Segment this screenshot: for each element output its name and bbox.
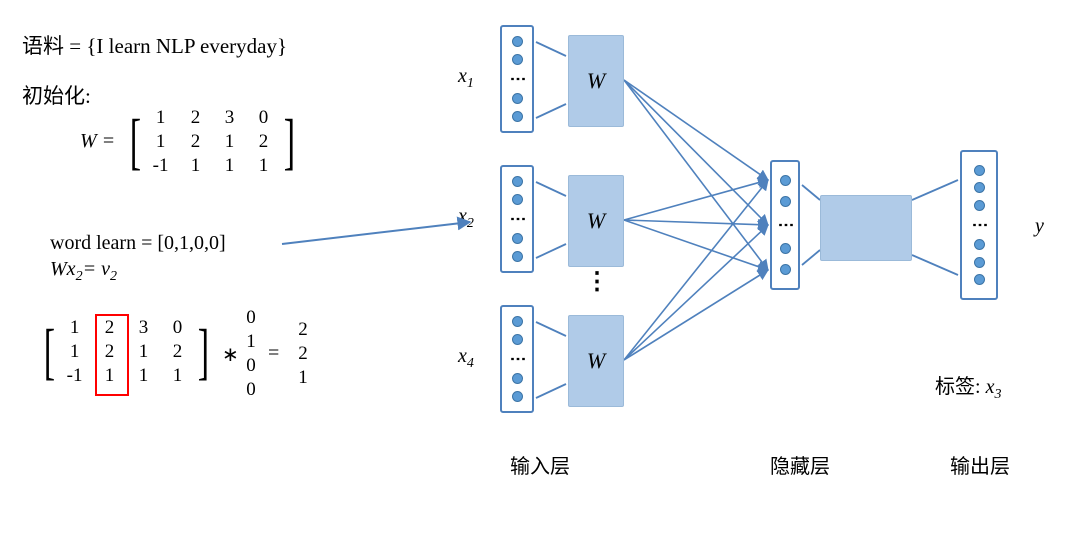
multiply-symbol: ∗	[222, 342, 239, 367]
hidden-vector: ⋮	[770, 160, 800, 290]
w-box-4: W	[568, 315, 624, 407]
Wx2-line: Wx2= v2	[50, 258, 117, 285]
hidden-weight-matrix	[820, 195, 912, 261]
word-learn-line: word learn = [0,1,0,0]	[50, 232, 226, 255]
x1-label: x1	[458, 65, 474, 92]
network-diagram: x1 ⋮ W x2 ⋮ W ⋮ x4 ⋮ W ⋮ ⋮ y 标签: x3 输入层 …	[440, 0, 1080, 536]
matrix-W: [ 1230 1212 -1111 ]	[126, 106, 297, 178]
W-equals-label: W =	[80, 130, 115, 153]
init-label: 初始化:	[22, 80, 91, 110]
corpus-line: 语料 = {I learn NLP everyday}	[22, 30, 287, 60]
hidden-layer-label: 隐藏层	[770, 450, 830, 479]
input-vector-x1: ⋮	[500, 25, 534, 133]
output-layer-label: 输出层	[950, 450, 1010, 479]
w-box-2: W	[568, 175, 624, 267]
x4-label: x4	[458, 345, 474, 372]
result-vector: 2 2 1	[290, 318, 316, 390]
output-vector: ⋮	[960, 150, 998, 300]
tag-label: 标签: x3	[935, 370, 1001, 403]
equals-symbol: =	[268, 342, 279, 365]
input-ellipsis: ⋮	[585, 278, 609, 286]
matrix-W-copy: [ 1230 1212 -1111 ]	[40, 316, 211, 388]
y-label: y	[1035, 215, 1044, 238]
input-vector-x2: ⋮	[500, 165, 534, 273]
x2-label: x2	[458, 205, 474, 232]
one-hot-vector: 0 1 0 0	[238, 306, 264, 402]
input-vector-x4: ⋮	[500, 305, 534, 413]
input-layer-label: 输入层	[510, 450, 570, 479]
w-box-1: W	[568, 35, 624, 127]
